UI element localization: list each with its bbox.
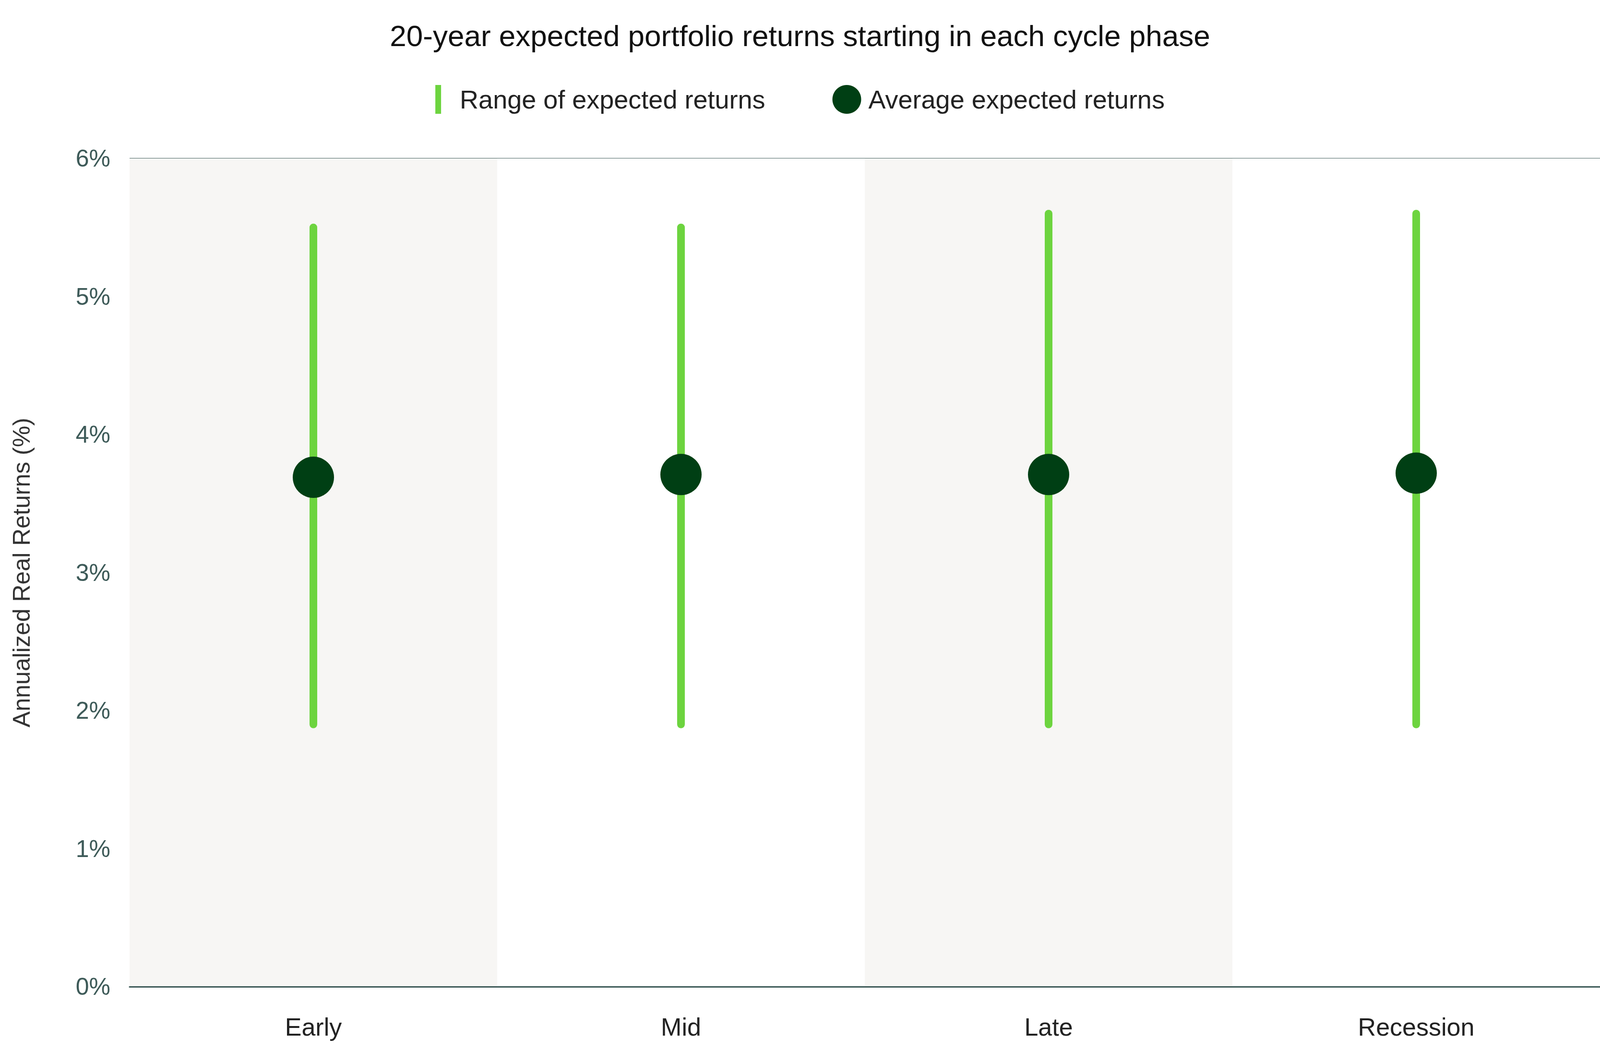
svg-text:20-year expected portfolio ret: 20-year expected portfolio returns start…: [389, 19, 1210, 53]
svg-text:1%: 1%: [75, 835, 111, 862]
svg-text:4%: 4%: [75, 420, 111, 448]
svg-text:3%: 3%: [75, 559, 111, 586]
svg-text:6%: 6%: [75, 144, 111, 172]
svg-text:5%: 5%: [75, 283, 111, 311]
svg-text:Early: Early: [285, 1012, 342, 1041]
svg-text:Mid: Mid: [660, 1012, 702, 1041]
svg-text:Average expected returns: Average expected returns: [868, 84, 1165, 114]
svg-text:Recession: Recession: [1358, 1012, 1475, 1041]
svg-text:0%: 0%: [75, 972, 111, 1000]
svg-text:Range of expected returns: Range of expected returns: [459, 84, 765, 114]
svg-text:2%: 2%: [75, 696, 111, 724]
svg-text:Annualized Real Returns (%): Annualized Real Returns (%): [8, 417, 36, 728]
svg-text:Late: Late: [1024, 1012, 1073, 1041]
